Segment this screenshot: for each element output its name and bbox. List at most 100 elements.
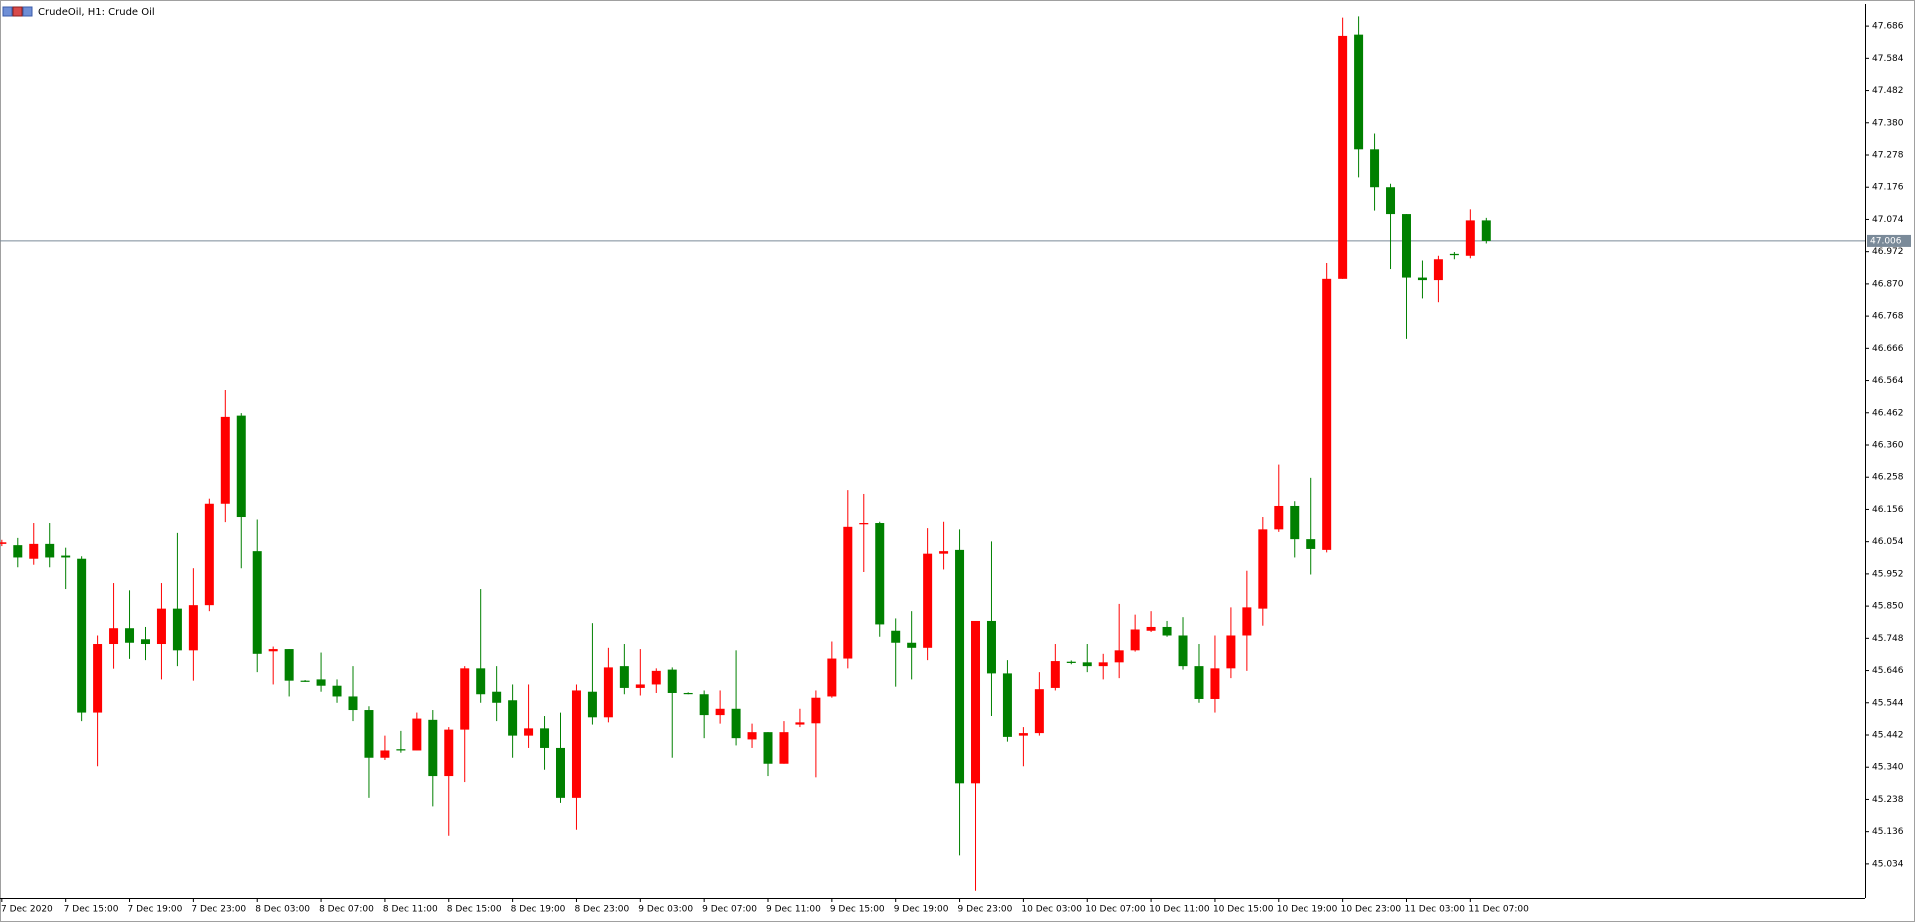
candle-body <box>635 684 645 688</box>
candle-body <box>683 692 693 695</box>
candle-body <box>619 666 629 688</box>
y-tick-label: 47.584 <box>1872 54 1904 64</box>
candle-body <box>140 639 150 645</box>
candle-body <box>1002 673 1012 737</box>
candle-body <box>268 649 278 652</box>
candle-body <box>1098 662 1108 667</box>
candle-body <box>971 620 981 784</box>
candle-body <box>1194 666 1204 699</box>
candle-body <box>45 543 55 558</box>
x-tick-label: 10 Dec 23:00 <box>1341 905 1402 915</box>
candle-body <box>396 749 406 751</box>
x-tick-label: 8 Dec 19:00 <box>511 905 566 915</box>
candle-body <box>587 691 597 718</box>
candle-body <box>939 551 949 554</box>
candle-body <box>747 732 757 740</box>
x-tick-label: 7 Dec 19:00 <box>128 905 183 915</box>
candle-body <box>1449 253 1459 256</box>
x-tick-label: 9 Dec 07:00 <box>702 905 757 915</box>
y-tick-label: 47.380 <box>1872 118 1904 128</box>
y-tick-label: 45.034 <box>1872 859 1904 869</box>
candle-body <box>1066 661 1076 663</box>
candle-body <box>1370 149 1380 188</box>
candle-body <box>923 553 933 648</box>
candle-body <box>699 694 709 716</box>
candle-body <box>859 523 869 525</box>
x-tick-label: 9 Dec 11:00 <box>766 905 821 915</box>
candle-body <box>460 668 470 730</box>
candle-body <box>29 543 39 559</box>
x-tick-label: 11 Dec 03:00 <box>1404 905 1465 915</box>
candle-body <box>955 549 965 784</box>
candle-body <box>795 722 805 725</box>
icon-part <box>22 6 33 17</box>
candle-body <box>300 680 310 682</box>
candle-body <box>1146 626 1156 631</box>
x-tick-label: 10 Dec 07:00 <box>1085 905 1146 915</box>
candle-body <box>428 719 438 777</box>
last-price-label: 47.006 <box>1870 236 1902 246</box>
y-tick-label: 46.564 <box>1872 376 1904 386</box>
candle-body <box>380 750 390 758</box>
y-tick-label: 45.136 <box>1872 827 1904 837</box>
x-tick-label: 8 Dec 07:00 <box>319 905 374 915</box>
candle-body <box>1290 505 1300 540</box>
candle-body <box>444 729 454 777</box>
candle-body <box>284 649 294 681</box>
x-tick-label: 10 Dec 19:00 <box>1277 905 1338 915</box>
x-tick-label: 9 Dec 15:00 <box>830 905 885 915</box>
x-tick-label: 11 Dec 07:00 <box>1468 905 1529 915</box>
candle-body <box>220 416 230 504</box>
candle-body <box>476 668 486 695</box>
candle-body <box>1401 214 1411 278</box>
x-tick-label: 8 Dec 15:00 <box>447 905 502 915</box>
candle-body <box>77 558 87 713</box>
y-tick-label: 45.340 <box>1872 763 1904 773</box>
y-tick-label: 46.870 <box>1872 279 1904 289</box>
last-price-box <box>1867 234 1911 247</box>
y-tick-label: 47.074 <box>1872 215 1904 225</box>
x-tick-label: 10 Dec 15:00 <box>1213 905 1274 915</box>
x-tick-label: 8 Dec 23:00 <box>574 905 629 915</box>
y-tick-label: 47.278 <box>1872 151 1904 161</box>
candle-body <box>172 608 182 651</box>
candle-body <box>1481 220 1491 241</box>
candle-body <box>13 545 23 558</box>
y-tick-label: 46.768 <box>1872 312 1904 322</box>
y-tick-label: 45.544 <box>1872 698 1904 708</box>
x-tick-label: 9 Dec 03:00 <box>638 905 693 915</box>
candle-body <box>843 526 853 659</box>
candle-body <box>492 691 502 703</box>
candle-body <box>1018 733 1028 736</box>
candle-body <box>667 669 677 693</box>
candle-body <box>763 732 773 764</box>
symbol-icon <box>2 6 33 17</box>
x-tick-label: 7 Dec 23:00 <box>191 905 246 915</box>
y-tick-label: 47.482 <box>1872 86 1904 96</box>
candle-body <box>1034 689 1044 734</box>
x-tick-label: 9 Dec 23:00 <box>958 905 1013 915</box>
candle-body <box>1082 662 1092 667</box>
y-tick-label: 45.850 <box>1872 602 1904 612</box>
candle-body <box>1114 650 1124 663</box>
x-tick-label: 8 Dec 03:00 <box>255 905 310 915</box>
candle-body <box>1258 529 1268 609</box>
candle-body <box>61 555 71 558</box>
candle-body <box>779 732 789 764</box>
x-tick-label: 9 Dec 19:00 <box>894 905 949 915</box>
candle-body <box>1130 629 1140 651</box>
y-tick-label: 47.176 <box>1872 183 1904 193</box>
icon-part <box>2 6 13 17</box>
candle-body <box>651 670 661 685</box>
candle-body <box>412 718 422 751</box>
candle-body <box>236 415 246 518</box>
candle-body <box>1306 539 1316 549</box>
candle-body <box>540 728 550 748</box>
candle-body <box>93 644 103 713</box>
x-tick-label: 7 Dec 15:00 <box>64 905 119 915</box>
y-tick-label: 46.156 <box>1872 505 1904 515</box>
y-tick-label: 46.258 <box>1872 473 1904 483</box>
candle-body <box>332 685 342 697</box>
